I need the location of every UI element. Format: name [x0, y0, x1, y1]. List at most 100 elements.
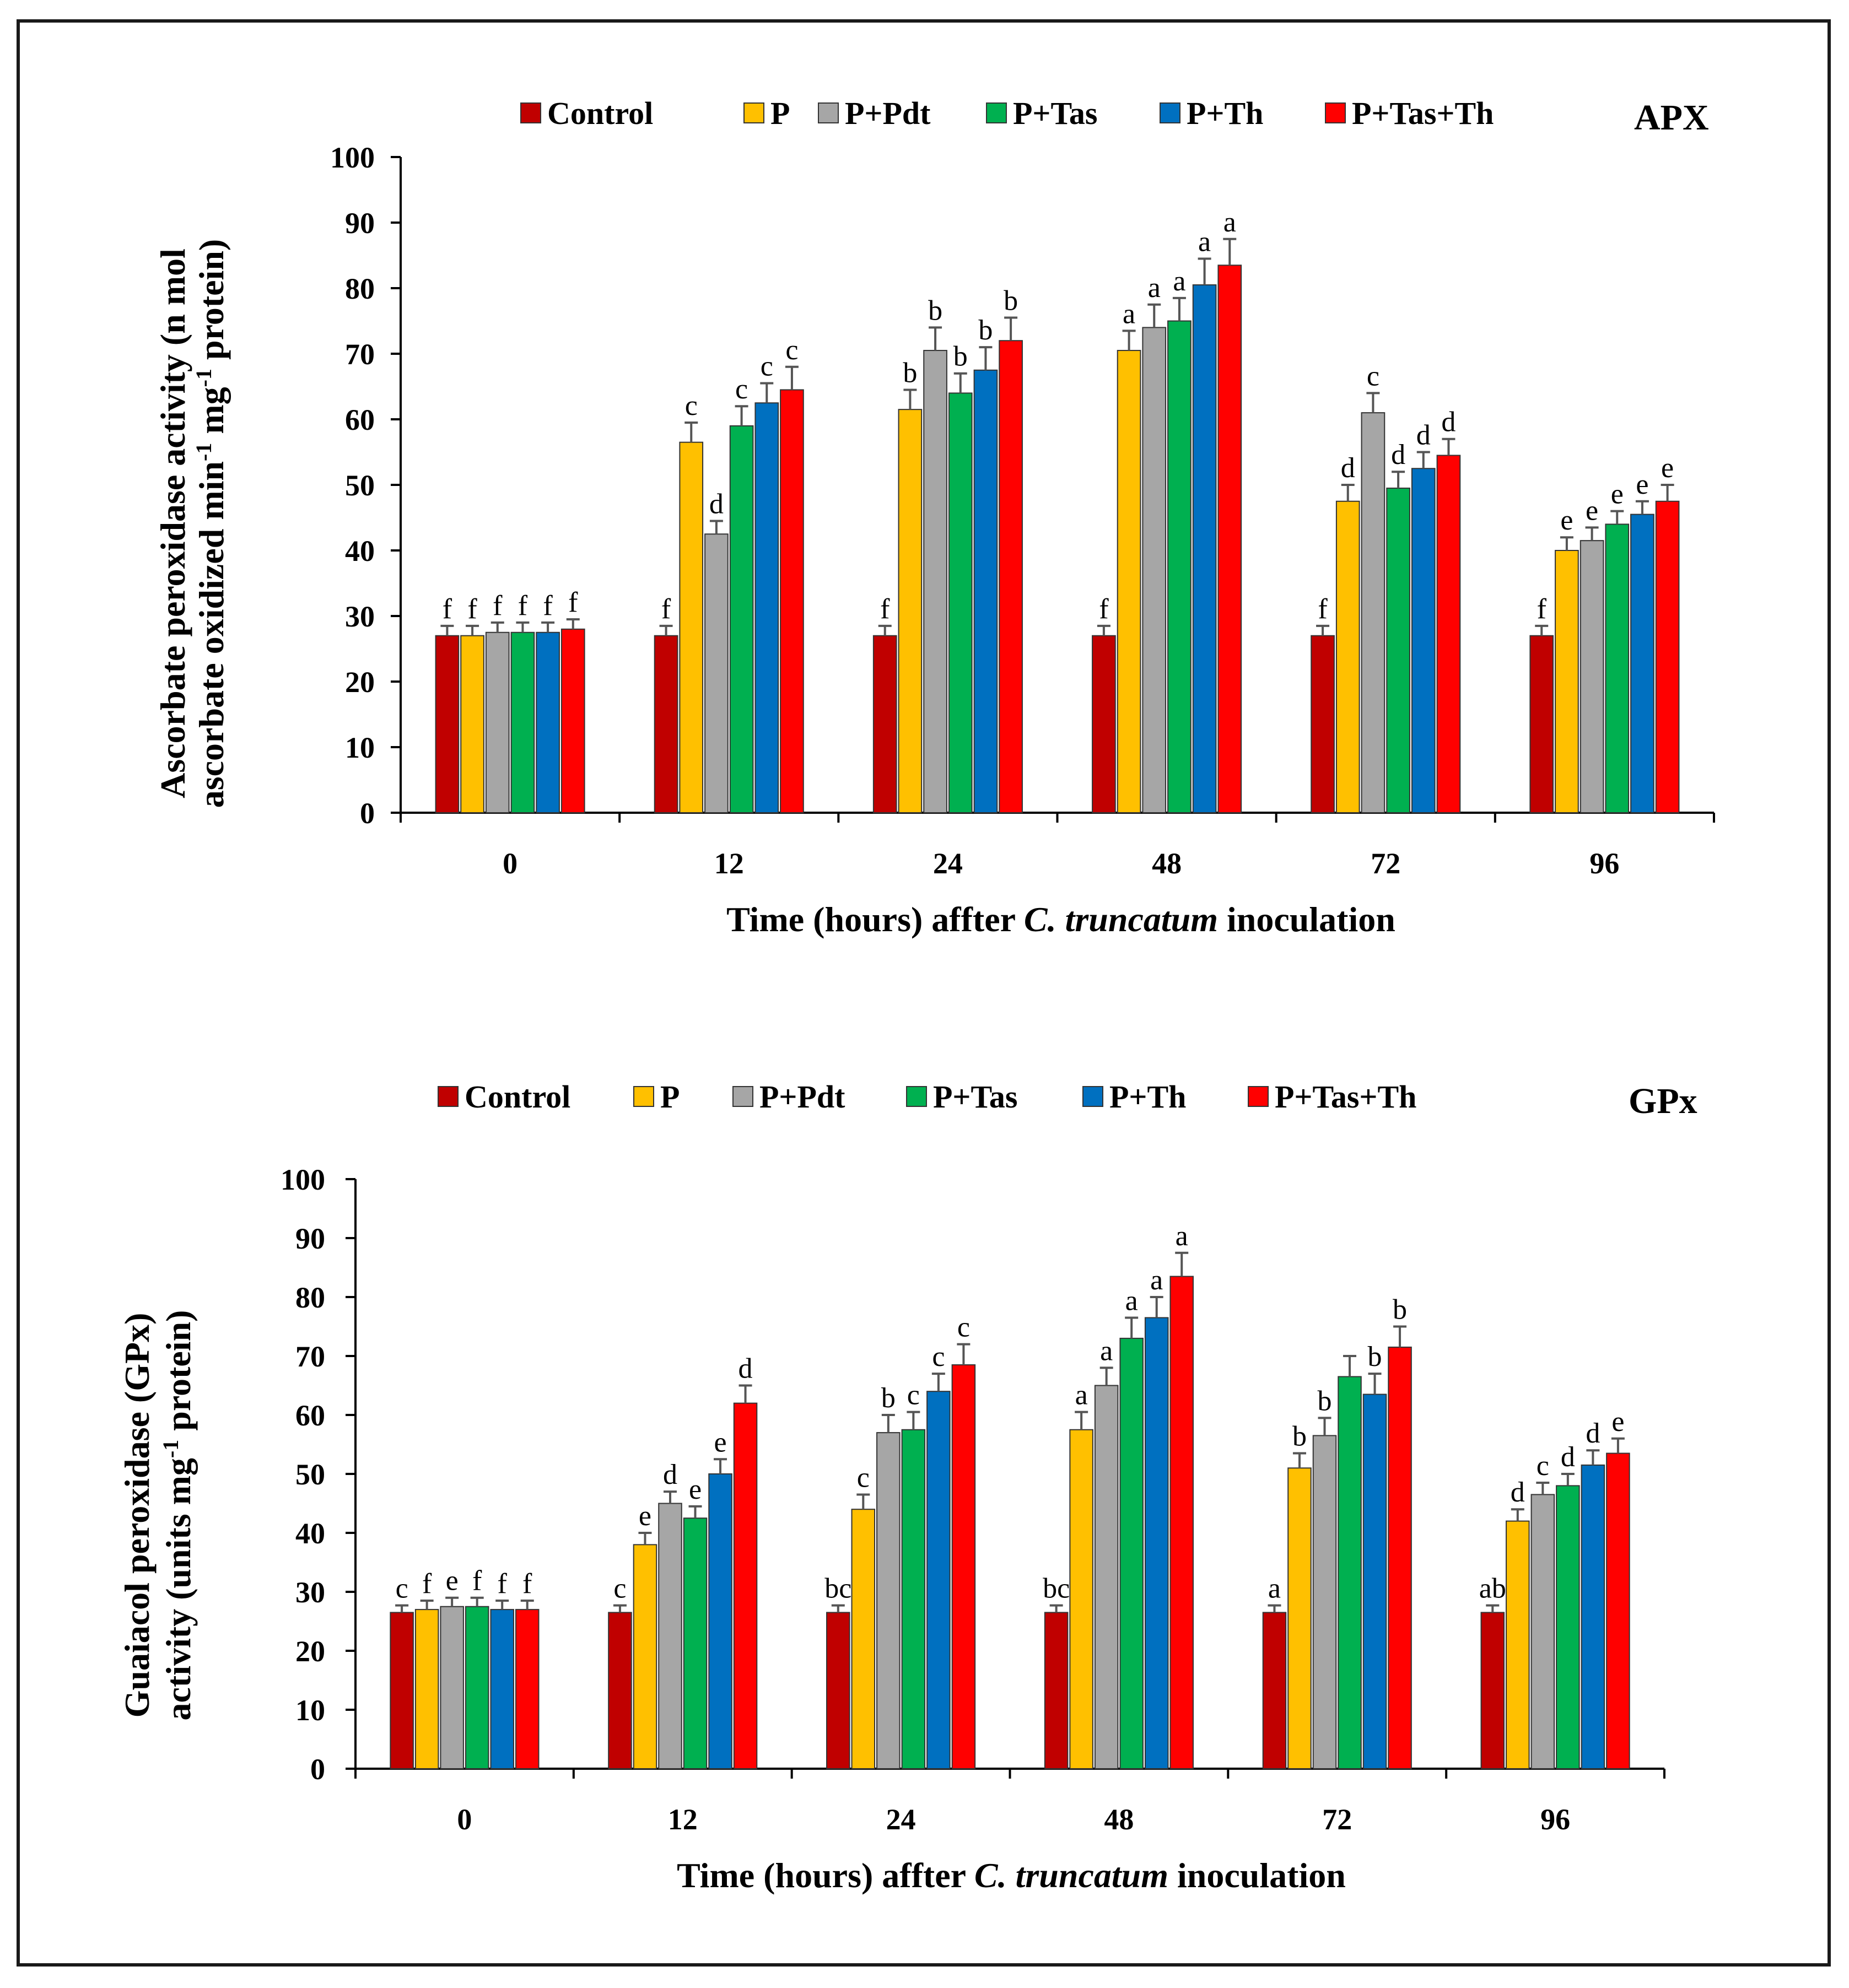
bar [898, 409, 923, 813]
significance-letter: c [932, 1341, 945, 1373]
x-axis-label: Time (hours) affter C. truncatum inocula… [726, 900, 1395, 939]
significance-letter: f [443, 593, 452, 625]
significance-letter: e [1586, 495, 1598, 526]
legend-label: P+Th [1109, 1079, 1186, 1115]
legend-label: P+Tas [1013, 95, 1097, 131]
significance-letter: d [1416, 420, 1431, 451]
bar [435, 635, 460, 813]
significance-letter: c [761, 351, 773, 382]
significance-letter: bc [1043, 1573, 1070, 1605]
significance-letter: b [953, 341, 968, 372]
bar [1069, 1429, 1093, 1769]
significance-letter: f [543, 590, 553, 622]
bar [733, 1402, 758, 1770]
x-axis-label-part: Time (hours) affter [677, 1856, 974, 1895]
significance-letter: a [1123, 298, 1135, 329]
legend-swatch [906, 1086, 927, 1107]
y-axis-label-part: -1 [158, 1440, 183, 1458]
bar [872, 635, 897, 813]
bar [608, 1612, 632, 1769]
x-axis-label-part: inoculation [1218, 900, 1395, 939]
x-tick-label: 12 [668, 1803, 698, 1836]
significance-letter: b [881, 1382, 896, 1414]
significance-letter: d [663, 1459, 677, 1490]
bar [1169, 1276, 1194, 1770]
significance-letter: a [1176, 1220, 1188, 1252]
bar [951, 1364, 976, 1770]
y-axis-label-part: mg [192, 387, 231, 442]
y-tick-label: 50 [295, 1458, 325, 1491]
bar [1580, 540, 1604, 814]
x-tick-label: 0 [503, 847, 517, 880]
significance-letter: b [903, 357, 917, 388]
y-tick-label: 30 [295, 1576, 325, 1609]
y-tick-label: 100 [330, 141, 375, 174]
x-axis-label: Time (hours) affter C. truncatum inocula… [677, 1856, 1346, 1895]
significance-letter: f [1099, 593, 1109, 625]
y-axis-label-part: -1 [191, 443, 216, 461]
y-axis-label: activity (units mg-1 protein) [158, 1310, 198, 1721]
bar [560, 628, 585, 814]
significance-letter: b [1368, 1341, 1382, 1373]
bar [440, 1606, 464, 1769]
bar [780, 389, 804, 813]
bar [1117, 350, 1141, 813]
significance-letter: a [1100, 1335, 1113, 1366]
bar [729, 425, 754, 813]
significance-letter: b [1292, 1421, 1307, 1452]
significance-letter: a [1125, 1285, 1138, 1316]
chart-title: GPx [1629, 1081, 1697, 1121]
legend-swatch [818, 102, 839, 123]
significance-letter: f [518, 590, 528, 622]
y-axis-label-part: Guaiacol peroxidase (GPx) [117, 1313, 157, 1718]
bar [708, 1473, 732, 1769]
bar [1094, 1385, 1119, 1769]
bar [1506, 1520, 1530, 1770]
significance-letter: f [472, 1565, 482, 1597]
bar [1311, 635, 1335, 813]
bar [1655, 500, 1680, 813]
bar [1335, 500, 1360, 813]
legend-label: Control [465, 1079, 570, 1115]
x-tick-label: 24 [886, 1803, 916, 1836]
bar [1361, 412, 1386, 813]
x-tick-label: 24 [933, 847, 963, 880]
legend-label: P [660, 1079, 680, 1115]
bar [973, 369, 998, 813]
y-axis-label-part: ascorbate oxidized min [192, 461, 231, 808]
significance-letter: e [1560, 505, 1573, 536]
bar [490, 1609, 514, 1770]
significance-letter: f [422, 1568, 432, 1600]
significance-letter: d [1511, 1477, 1525, 1508]
bar [1092, 635, 1116, 813]
bar [460, 635, 484, 813]
significance-letter: a [1268, 1573, 1281, 1605]
significance-letter: c [396, 1573, 408, 1605]
significance-letter: d [1586, 1418, 1600, 1449]
y-tick-label: 10 [345, 731, 375, 764]
y-tick-label: 50 [345, 469, 375, 502]
x-axis-label-part: C. truncatum [1024, 900, 1218, 939]
legend-label: P+Tas+Th [1275, 1079, 1416, 1115]
bar [1167, 320, 1192, 813]
significance-letter: d [738, 1353, 753, 1385]
bar [683, 1517, 708, 1769]
significance-letter: e [446, 1565, 459, 1597]
legend-swatch [1160, 102, 1180, 123]
legend-swatch [520, 102, 541, 123]
x-tick-label: 12 [714, 847, 744, 880]
x-axis-label-part: C. truncatum [974, 1856, 1168, 1895]
bar [1529, 635, 1554, 813]
legend-label: Control [547, 95, 653, 131]
legend-swatch [732, 1086, 753, 1107]
legend-label: P+Pdt [759, 1079, 845, 1115]
y-axis-label-part: protein) [159, 1310, 198, 1440]
bar [1606, 1452, 1630, 1770]
legend-label: P+Pdt [845, 95, 931, 131]
x-tick-label: 72 [1371, 847, 1400, 880]
bar [923, 350, 947, 813]
y-axis-label-part: Ascorbate peroxidase activity (n mol [153, 248, 192, 798]
bar [1262, 1612, 1287, 1769]
y-axis-label-part: activity (units mg [159, 1458, 198, 1720]
bar [999, 340, 1023, 813]
